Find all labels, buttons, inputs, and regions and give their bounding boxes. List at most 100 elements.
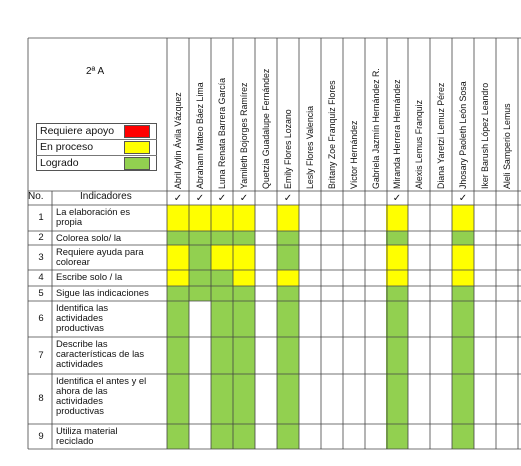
cell-3-4 (233, 245, 255, 270)
cell-1-3 (211, 205, 233, 231)
cell-5-6 (277, 286, 299, 301)
cell-6-14 (452, 301, 474, 337)
check-mark: ✓ (173, 193, 183, 204)
indicator-line: Escribe solo / la (56, 270, 123, 282)
grade-label: 2ª A (86, 66, 105, 77)
legend-label: En proceso (40, 141, 94, 153)
legend-swatch (124, 156, 150, 170)
cell-3-14 (452, 245, 474, 270)
cell-4-3 (211, 270, 233, 286)
student-name: Jhosary Paoleth León Sosa (458, 81, 468, 189)
cell-7-14 (452, 337, 474, 374)
indicator-line: propia (56, 215, 83, 227)
cell-6-6 (277, 301, 299, 337)
check-mark: ✓ (239, 193, 249, 204)
student-name: Quetzia Guadalupe Fernández (261, 68, 271, 189)
cell-8-4 (233, 374, 255, 424)
indicator-line: Describe las (56, 337, 108, 349)
cell-1-1 (167, 205, 189, 231)
indicator-line: Identifica las (56, 301, 109, 313)
cell-3-1 (167, 245, 189, 270)
indicator-number: 5 (38, 287, 44, 299)
cell-8-11 (386, 374, 408, 424)
cell-9-11 (386, 424, 408, 449)
check-mark: ✓ (195, 193, 205, 204)
indicator-number: 8 (38, 393, 44, 404)
indicator-text: Requiere ayuda para colorear (56, 246, 168, 267)
column-header-indicadores: Indicadores (80, 191, 132, 202)
cell-9-1 (167, 424, 189, 449)
cell-2-1 (167, 231, 189, 245)
cell-8-1 (167, 374, 189, 424)
cell-2-14 (452, 231, 474, 245)
student-name: Gabriela Jazmín Hernández R. (371, 68, 381, 189)
indicator-text: Identifica las actividades productivas (56, 301, 168, 333)
indicator-text: Escribe solo / la (56, 270, 168, 282)
cell-7-4 (233, 337, 255, 374)
cell-2-11 (386, 231, 408, 245)
cell-8-6 (277, 374, 299, 424)
check-mark: ✓ (283, 193, 293, 204)
cell-6-1 (167, 301, 189, 337)
cell-1-14 (452, 205, 474, 231)
indicator-text: Describe las características de las activi… (56, 337, 168, 369)
indicator-number: 7 (38, 349, 44, 361)
indicator-line: Colorea solo/ la (56, 231, 122, 243)
cell-9-6 (277, 424, 299, 449)
cell-9-4 (233, 424, 255, 449)
student-name: Luna Renata Barrera García (217, 77, 227, 189)
indicator-line: actividades (56, 394, 103, 406)
cell-2-2 (189, 231, 211, 245)
student-name: Diana Yaretzi Lemuz Pérez (436, 82, 446, 189)
check-mark: ✓ (458, 193, 468, 204)
indicator-text: Utiliza material reciclado (56, 425, 168, 446)
indicator-line: características de las (56, 347, 145, 359)
legend-divider (36, 155, 157, 156)
cell-9-14 (452, 424, 474, 449)
column-header-no: No. (28, 191, 44, 202)
cell-6-11 (386, 301, 408, 337)
cell-1-6 (277, 205, 299, 231)
cell-7-6 (277, 337, 299, 374)
student-name: Emily Flores Lozano (283, 109, 293, 189)
cell-5-14 (452, 286, 474, 301)
cell-5-4 (233, 286, 255, 301)
indicator-line: colorear (56, 255, 90, 267)
cell-4-1 (167, 270, 189, 286)
indicator-line: productivas (56, 404, 104, 416)
cell-5-3 (211, 286, 233, 301)
check-mark: ✓ (392, 193, 402, 204)
cell-3-2 (189, 245, 211, 270)
check-mark: ✓ (217, 193, 227, 204)
cell-2-3 (211, 231, 233, 245)
indicator-line: ahora de las (56, 384, 108, 396)
indicator-line: reciclado (56, 434, 94, 446)
cell-3-11 (386, 245, 408, 270)
legend-label: Logrado (40, 157, 79, 169)
indicator-number: 3 (38, 251, 44, 263)
indicator-number: 1 (38, 212, 44, 223)
student-name: Víctor Hernández (349, 120, 359, 189)
indicator-text: Colorea solo/ la (56, 231, 168, 243)
student-name: Lesly Flores Valencia (305, 106, 315, 189)
cell-4-4 (233, 270, 255, 286)
indicator-line: Sigue las indicaciones (56, 286, 149, 298)
indicator-line: La elaboración es (56, 205, 131, 217)
indicator-number: 2 (38, 232, 44, 243)
cell-7-1 (167, 337, 189, 374)
student-name: Yamileth Bojorges Ramírez (239, 82, 249, 189)
cell-5-2 (189, 286, 211, 301)
indicator-number: 6 (38, 313, 44, 324)
cell-4-14 (452, 270, 474, 286)
indicator-line: actividades (56, 357, 103, 369)
legend-swatch (124, 140, 150, 154)
cell-3-3 (211, 245, 233, 270)
legend-label: Requiere apoyo (40, 125, 115, 137)
indicator-line: productivas (56, 321, 104, 333)
indicator-text: Sigue las indicaciones (56, 286, 168, 298)
cell-3-6 (277, 245, 299, 270)
student-name: Britany Zoe Franquiz Flores (327, 80, 337, 189)
indicator-number: 4 (38, 272, 44, 283)
indicator-line: Identifica el antes y el (56, 374, 147, 386)
